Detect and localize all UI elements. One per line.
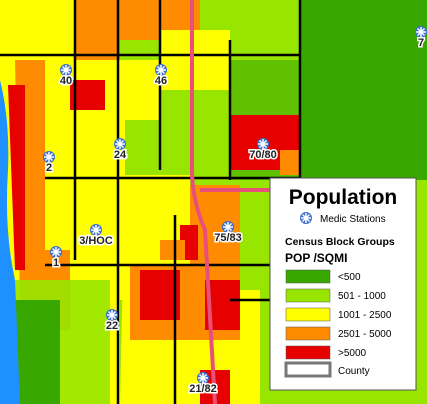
station: 40 [58, 64, 74, 89]
legend-label: <500 [338, 272, 361, 283]
station-star [223, 222, 233, 232]
legend-classes: <500 501 - 1000 1001 - 2500 2501 - 5000 >500… [285, 269, 392, 360]
station-star [156, 65, 166, 75]
station-star [61, 65, 71, 75]
legend-label: 2501 - 5000 [338, 329, 392, 340]
station-star [91, 225, 101, 235]
roads [0, 0, 302, 404]
legend-label: 501 - 1000 [338, 291, 386, 302]
station-label: 40 [60, 75, 72, 87]
county-swatch [284, 361, 332, 378]
station: 46 [153, 64, 169, 89]
station: 7 [415, 26, 427, 51]
station-label: 21/82 [189, 383, 217, 395]
legend-swatch [285, 345, 331, 360]
station-label: 2 [46, 162, 52, 174]
stations: 40 46 2 24 70/80 3/HOC 75/83 1 22 21/82 7 [43, 26, 427, 397]
station-label: 75/83 [214, 232, 242, 244]
station-label: 1 [53, 257, 59, 269]
station-label: 70/80 [249, 149, 277, 161]
station-label: 46 [155, 75, 167, 87]
station-star [258, 139, 268, 149]
station-label: 3/HOC [79, 235, 113, 247]
legend-symbol-label: Medic Stations [320, 214, 386, 225]
legend-swatch [285, 307, 331, 322]
station-label: 22 [106, 320, 118, 332]
station-star [416, 27, 426, 37]
station: 22 [104, 309, 120, 334]
legend: Population Medic Stations Census Block G… [269, 177, 417, 391]
legend-label: >5000 [338, 348, 367, 359]
highways [190, 0, 275, 404]
station: 3/HOC [78, 224, 114, 249]
legend-swatch [285, 326, 331, 341]
legend-field: POP /SQMI [285, 251, 347, 265]
station: 2 [43, 151, 55, 176]
station: 75/83 [213, 221, 243, 246]
legend-swatch [285, 288, 331, 303]
station: 21/82 [188, 372, 218, 397]
legend-title: Population [289, 186, 398, 209]
legend-layer-title: Census Block Groups [285, 236, 395, 248]
station-star [115, 139, 125, 149]
station: 24 [112, 138, 128, 163]
station: 1 [50, 246, 62, 271]
legend-swatch [285, 269, 331, 284]
legend-label: 1001 - 2500 [338, 310, 392, 321]
station-star [107, 310, 117, 320]
station-star [51, 247, 61, 257]
station-symbol [300, 212, 312, 224]
station: 70/80 [248, 138, 278, 163]
station-label: 24 [114, 149, 127, 161]
station-label: 7 [418, 37, 424, 49]
legend-county: County [338, 366, 370, 377]
station-star [44, 152, 54, 162]
station-star [198, 373, 208, 383]
